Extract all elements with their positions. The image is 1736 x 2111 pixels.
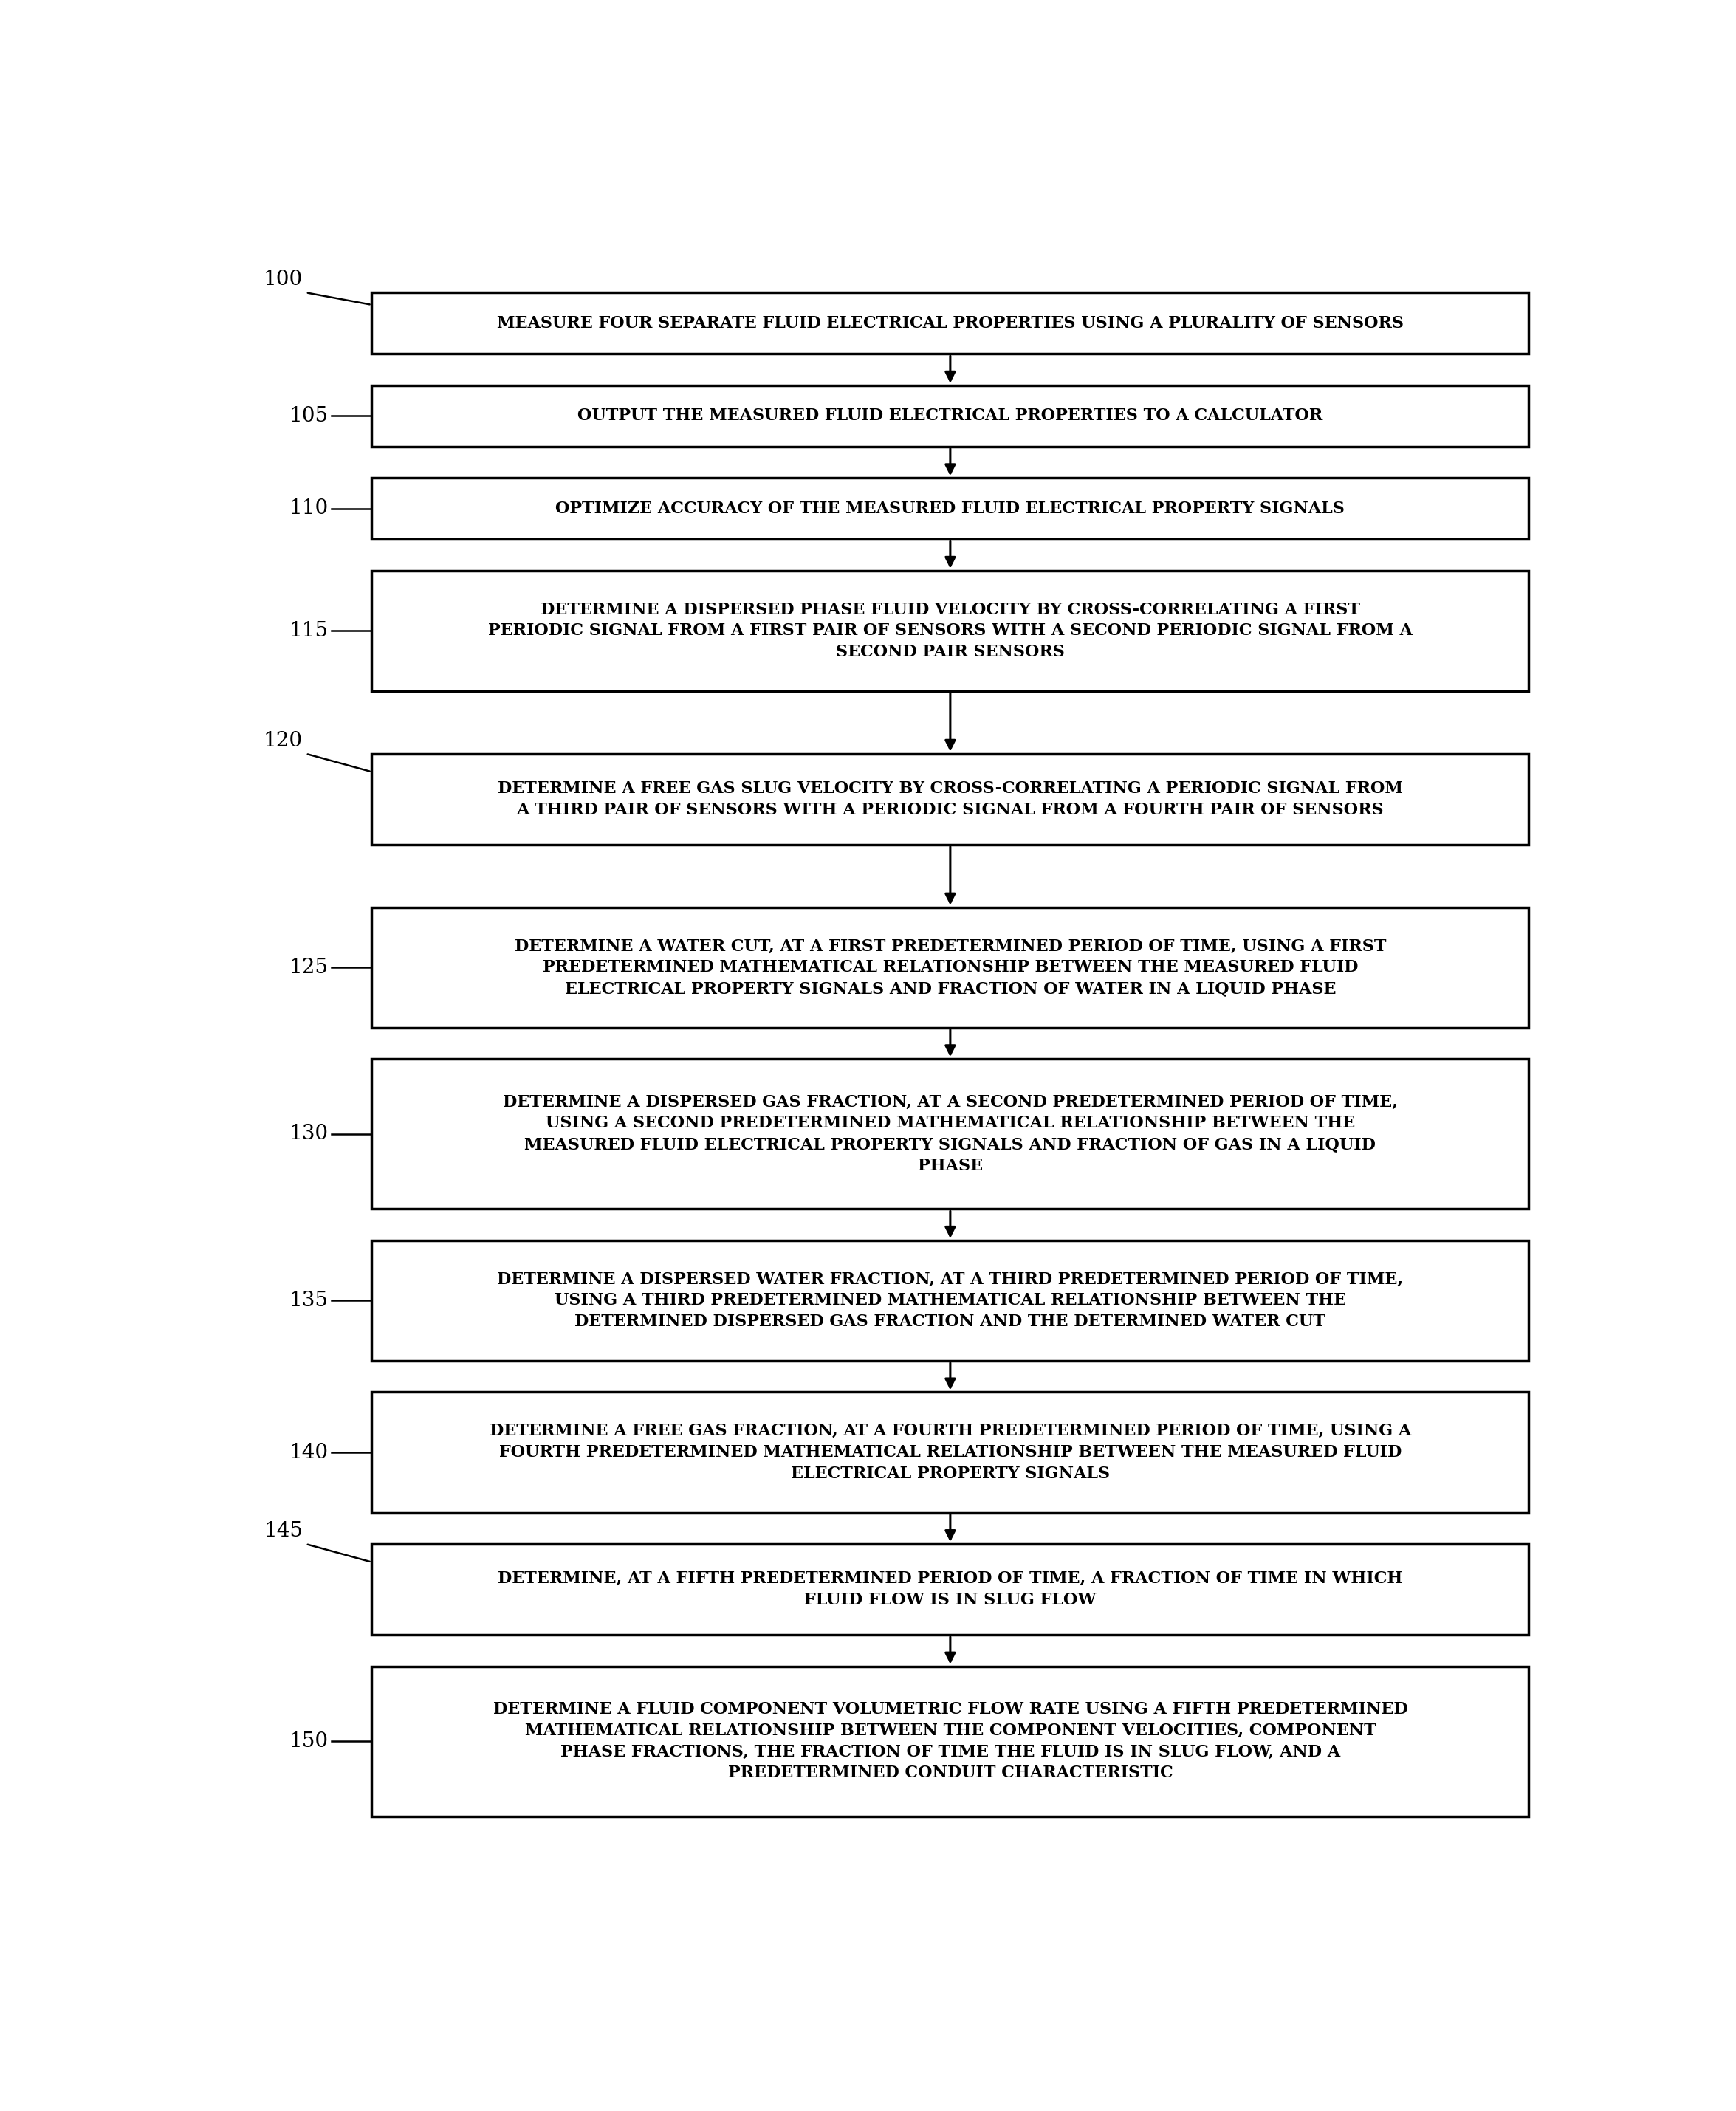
Bar xyxy=(372,570,1529,690)
Bar xyxy=(372,1543,1529,1634)
Text: 100: 100 xyxy=(264,270,302,289)
Bar xyxy=(372,1060,1529,1210)
Bar xyxy=(372,908,1529,1028)
Text: DETERMINE A WATER CUT, AT A FIRST PREDETERMINED PERIOD OF TIME, USING A FIRST
PR: DETERMINE A WATER CUT, AT A FIRST PREDET… xyxy=(514,937,1385,996)
Bar xyxy=(372,1241,1529,1362)
Text: 130: 130 xyxy=(290,1123,328,1144)
Text: DETERMINE A FREE GAS SLUG VELOCITY BY CROSS-CORRELATING A PERIODIC SIGNAL FROM
A: DETERMINE A FREE GAS SLUG VELOCITY BY CR… xyxy=(498,781,1403,817)
Bar xyxy=(372,293,1529,355)
Bar xyxy=(372,477,1529,538)
Text: 140: 140 xyxy=(290,1442,328,1463)
Text: OUTPUT THE MEASURED FLUID ELECTRICAL PROPERTIES TO A CALCULATOR: OUTPUT THE MEASURED FLUID ELECTRICAL PRO… xyxy=(578,407,1323,424)
Text: 115: 115 xyxy=(290,621,328,642)
Text: 105: 105 xyxy=(290,405,328,426)
Text: 150: 150 xyxy=(290,1731,328,1752)
Text: 110: 110 xyxy=(290,498,328,519)
Text: MEASURE FOUR SEPARATE FLUID ELECTRICAL PROPERTIES USING A PLURALITY OF SENSORS: MEASURE FOUR SEPARATE FLUID ELECTRICAL P… xyxy=(496,315,1404,331)
Text: DETERMINE A DISPERSED WATER FRACTION, AT A THIRD PREDETERMINED PERIOD OF TIME,
U: DETERMINE A DISPERSED WATER FRACTION, AT… xyxy=(496,1271,1403,1330)
Text: 135: 135 xyxy=(290,1290,328,1311)
Text: OPTIMIZE ACCURACY OF THE MEASURED FLUID ELECTRICAL PROPERTY SIGNALS: OPTIMIZE ACCURACY OF THE MEASURED FLUID … xyxy=(556,500,1345,517)
Text: DETERMINE A DISPERSED PHASE FLUID VELOCITY BY CROSS-CORRELATING A FIRST
PERIODIC: DETERMINE A DISPERSED PHASE FLUID VELOCI… xyxy=(488,602,1413,661)
Text: DETERMINE A FREE GAS FRACTION, AT A FOURTH PREDETERMINED PERIOD OF TIME, USING A: DETERMINE A FREE GAS FRACTION, AT A FOUR… xyxy=(490,1423,1411,1482)
Text: DETERMINE A DISPERSED GAS FRACTION, AT A SECOND PREDETERMINED PERIOD OF TIME,
US: DETERMINE A DISPERSED GAS FRACTION, AT A… xyxy=(503,1093,1397,1174)
Bar xyxy=(372,1666,1529,1815)
Bar xyxy=(372,754,1529,844)
Bar xyxy=(372,1391,1529,1514)
Text: DETERMINE A FLUID COMPONENT VOLUMETRIC FLOW RATE USING A FIFTH PREDETERMINED
MAT: DETERMINE A FLUID COMPONENT VOLUMETRIC F… xyxy=(493,1701,1408,1782)
Bar xyxy=(372,384,1529,448)
Text: DETERMINE, AT A FIFTH PREDETERMINED PERIOD OF TIME, A FRACTION OF TIME IN WHICH
: DETERMINE, AT A FIFTH PREDETERMINED PERI… xyxy=(498,1571,1403,1609)
Text: 125: 125 xyxy=(290,958,328,977)
Text: 145: 145 xyxy=(264,1522,302,1541)
Text: 120: 120 xyxy=(264,730,302,752)
